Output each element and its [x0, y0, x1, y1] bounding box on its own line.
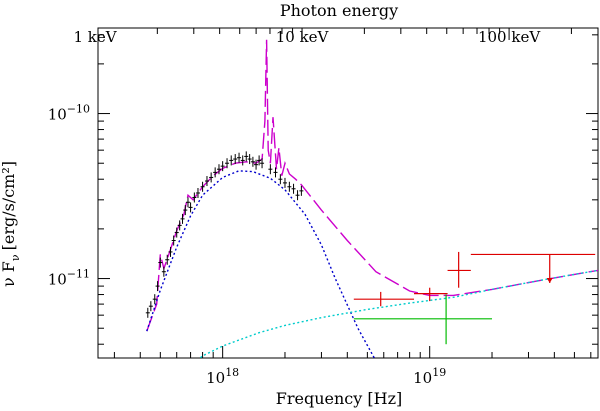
top-tick-label: 10 keV: [276, 28, 330, 46]
y-tick-label: 10−10: [48, 103, 90, 124]
y-tick-label-base: 10: [48, 106, 67, 124]
y-tick-label: 10−11: [48, 268, 90, 289]
top-tick-label: 100 keV: [478, 28, 541, 46]
x-tick-label: 1018: [206, 366, 239, 387]
series-line-soft-component: [146, 170, 376, 358]
top-tick-label: 1 keV: [73, 28, 117, 46]
x-tick-label-exp: 19: [432, 366, 446, 379]
chart-title: Photon energy: [280, 1, 398, 20]
x-tick-label: 1019: [413, 366, 446, 387]
plot-frame: [97, 27, 599, 359]
y-label-unit: [erg/s/cm²]: [0, 161, 18, 250]
y-label-sub: ν: [9, 254, 22, 261]
y-label-main: ν F: [0, 261, 18, 287]
y-axis-label: ν Fν [erg/s/cm²]: [0, 161, 22, 287]
series-line-total-model: [146, 39, 598, 332]
x-tick-label-exp: 18: [225, 366, 239, 379]
data-point-red-arrow: [546, 277, 553, 283]
x-tick-label-base: 10: [206, 369, 225, 387]
series-line-hard-component: [199, 269, 598, 358]
x-axis-label: Frequency [Hz]: [276, 389, 403, 408]
y-tick-label-exp: −11: [67, 268, 90, 281]
x-tick-label-base: 10: [413, 369, 432, 387]
y-tick-label-exp: −10: [67, 103, 90, 116]
y-tick-label-base: 10: [48, 271, 67, 289]
